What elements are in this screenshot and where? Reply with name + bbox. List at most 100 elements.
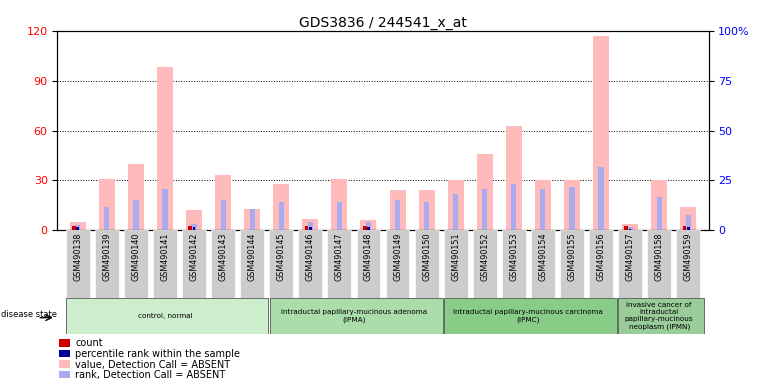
Bar	[250, 209, 255, 230]
Text: disease state: disease state	[2, 310, 57, 318]
Bar	[128, 164, 144, 230]
Text: GSM490148: GSM490148	[364, 232, 373, 281]
FancyBboxPatch shape	[66, 230, 90, 298]
Bar	[424, 202, 429, 230]
FancyBboxPatch shape	[328, 230, 352, 298]
Bar	[367, 227, 370, 230]
Bar	[680, 207, 696, 230]
FancyBboxPatch shape	[385, 230, 410, 298]
Bar	[192, 224, 197, 230]
FancyBboxPatch shape	[356, 230, 381, 298]
FancyBboxPatch shape	[182, 230, 206, 298]
Bar	[104, 207, 110, 230]
Text: GSM490141: GSM490141	[161, 232, 169, 281]
Text: GSM490150: GSM490150	[422, 232, 431, 281]
Bar	[390, 190, 405, 230]
Bar	[651, 180, 667, 230]
Text: GSM490138: GSM490138	[74, 232, 82, 281]
Bar	[75, 225, 80, 230]
Bar	[622, 224, 638, 230]
Bar	[60, 350, 70, 357]
Bar	[60, 361, 70, 368]
Bar	[361, 220, 376, 230]
Text: GSM490145: GSM490145	[277, 232, 286, 281]
Bar	[77, 227, 79, 230]
FancyBboxPatch shape	[618, 298, 704, 334]
Bar	[309, 227, 312, 230]
Bar	[506, 126, 522, 230]
Text: GSM490140: GSM490140	[132, 232, 140, 281]
Text: intraductal papillary-mucinous carcinoma
(IPMC): intraductal papillary-mucinous carcinoma…	[453, 309, 604, 323]
Text: percentile rank within the sample: percentile rank within the sample	[75, 349, 240, 359]
Bar	[686, 215, 691, 230]
Bar	[221, 200, 226, 230]
Bar	[593, 36, 609, 230]
FancyBboxPatch shape	[414, 230, 438, 298]
Text: GSM490142: GSM490142	[189, 232, 198, 281]
FancyBboxPatch shape	[531, 230, 555, 298]
Bar	[60, 339, 70, 347]
FancyBboxPatch shape	[444, 230, 467, 298]
Bar	[157, 67, 173, 230]
Bar	[482, 189, 487, 230]
Bar	[279, 202, 284, 230]
Bar	[337, 202, 342, 230]
Text: control, normal: control, normal	[138, 313, 192, 319]
Text: rank, Detection Call = ABSENT: rank, Detection Call = ABSENT	[75, 370, 225, 380]
FancyBboxPatch shape	[66, 298, 268, 334]
FancyBboxPatch shape	[270, 230, 293, 298]
FancyBboxPatch shape	[589, 230, 613, 298]
Bar	[70, 222, 86, 230]
Text: GSM490144: GSM490144	[247, 232, 257, 281]
Text: intraductal papillary-mucinous adenoma
(IPMA): intraductal papillary-mucinous adenoma (…	[281, 309, 427, 323]
Bar	[363, 226, 367, 230]
Bar	[215, 175, 231, 230]
Bar	[60, 371, 70, 379]
Bar	[629, 229, 631, 230]
Bar	[453, 194, 458, 230]
Bar	[133, 200, 139, 230]
Bar	[418, 190, 434, 230]
FancyBboxPatch shape	[618, 230, 642, 298]
Bar	[624, 226, 628, 230]
Text: value, Detection Call = ABSENT: value, Detection Call = ABSENT	[75, 360, 230, 370]
FancyBboxPatch shape	[124, 230, 148, 298]
Text: GSM490153: GSM490153	[509, 232, 519, 281]
Bar	[598, 167, 604, 230]
Text: GSM490139: GSM490139	[103, 232, 111, 281]
Bar	[308, 222, 313, 230]
Bar	[303, 219, 319, 230]
Text: GSM490143: GSM490143	[218, 232, 228, 281]
Bar	[99, 179, 115, 230]
Bar	[273, 184, 290, 230]
Bar	[564, 180, 580, 230]
Text: GSM490154: GSM490154	[538, 232, 548, 281]
Bar	[447, 180, 463, 230]
Bar	[305, 226, 309, 230]
FancyBboxPatch shape	[647, 230, 671, 298]
FancyBboxPatch shape	[153, 230, 177, 298]
Bar	[193, 227, 195, 230]
FancyBboxPatch shape	[676, 230, 700, 298]
Bar	[188, 226, 192, 230]
FancyBboxPatch shape	[444, 298, 617, 334]
Bar	[244, 209, 260, 230]
Bar	[511, 184, 516, 230]
Bar	[476, 154, 493, 230]
Text: GSM490149: GSM490149	[393, 232, 402, 281]
Bar	[332, 179, 348, 230]
Text: GSM490147: GSM490147	[335, 232, 344, 281]
Bar	[656, 197, 662, 230]
Text: GSM490152: GSM490152	[480, 232, 489, 281]
FancyBboxPatch shape	[270, 298, 443, 334]
Bar	[569, 187, 574, 230]
Text: GSM490146: GSM490146	[306, 232, 315, 281]
Bar	[687, 227, 689, 230]
Bar	[535, 180, 551, 230]
FancyBboxPatch shape	[502, 230, 525, 298]
FancyBboxPatch shape	[560, 230, 584, 298]
FancyBboxPatch shape	[241, 230, 264, 298]
Bar	[162, 189, 168, 230]
Text: GSM490155: GSM490155	[568, 232, 577, 281]
Bar	[683, 226, 686, 230]
